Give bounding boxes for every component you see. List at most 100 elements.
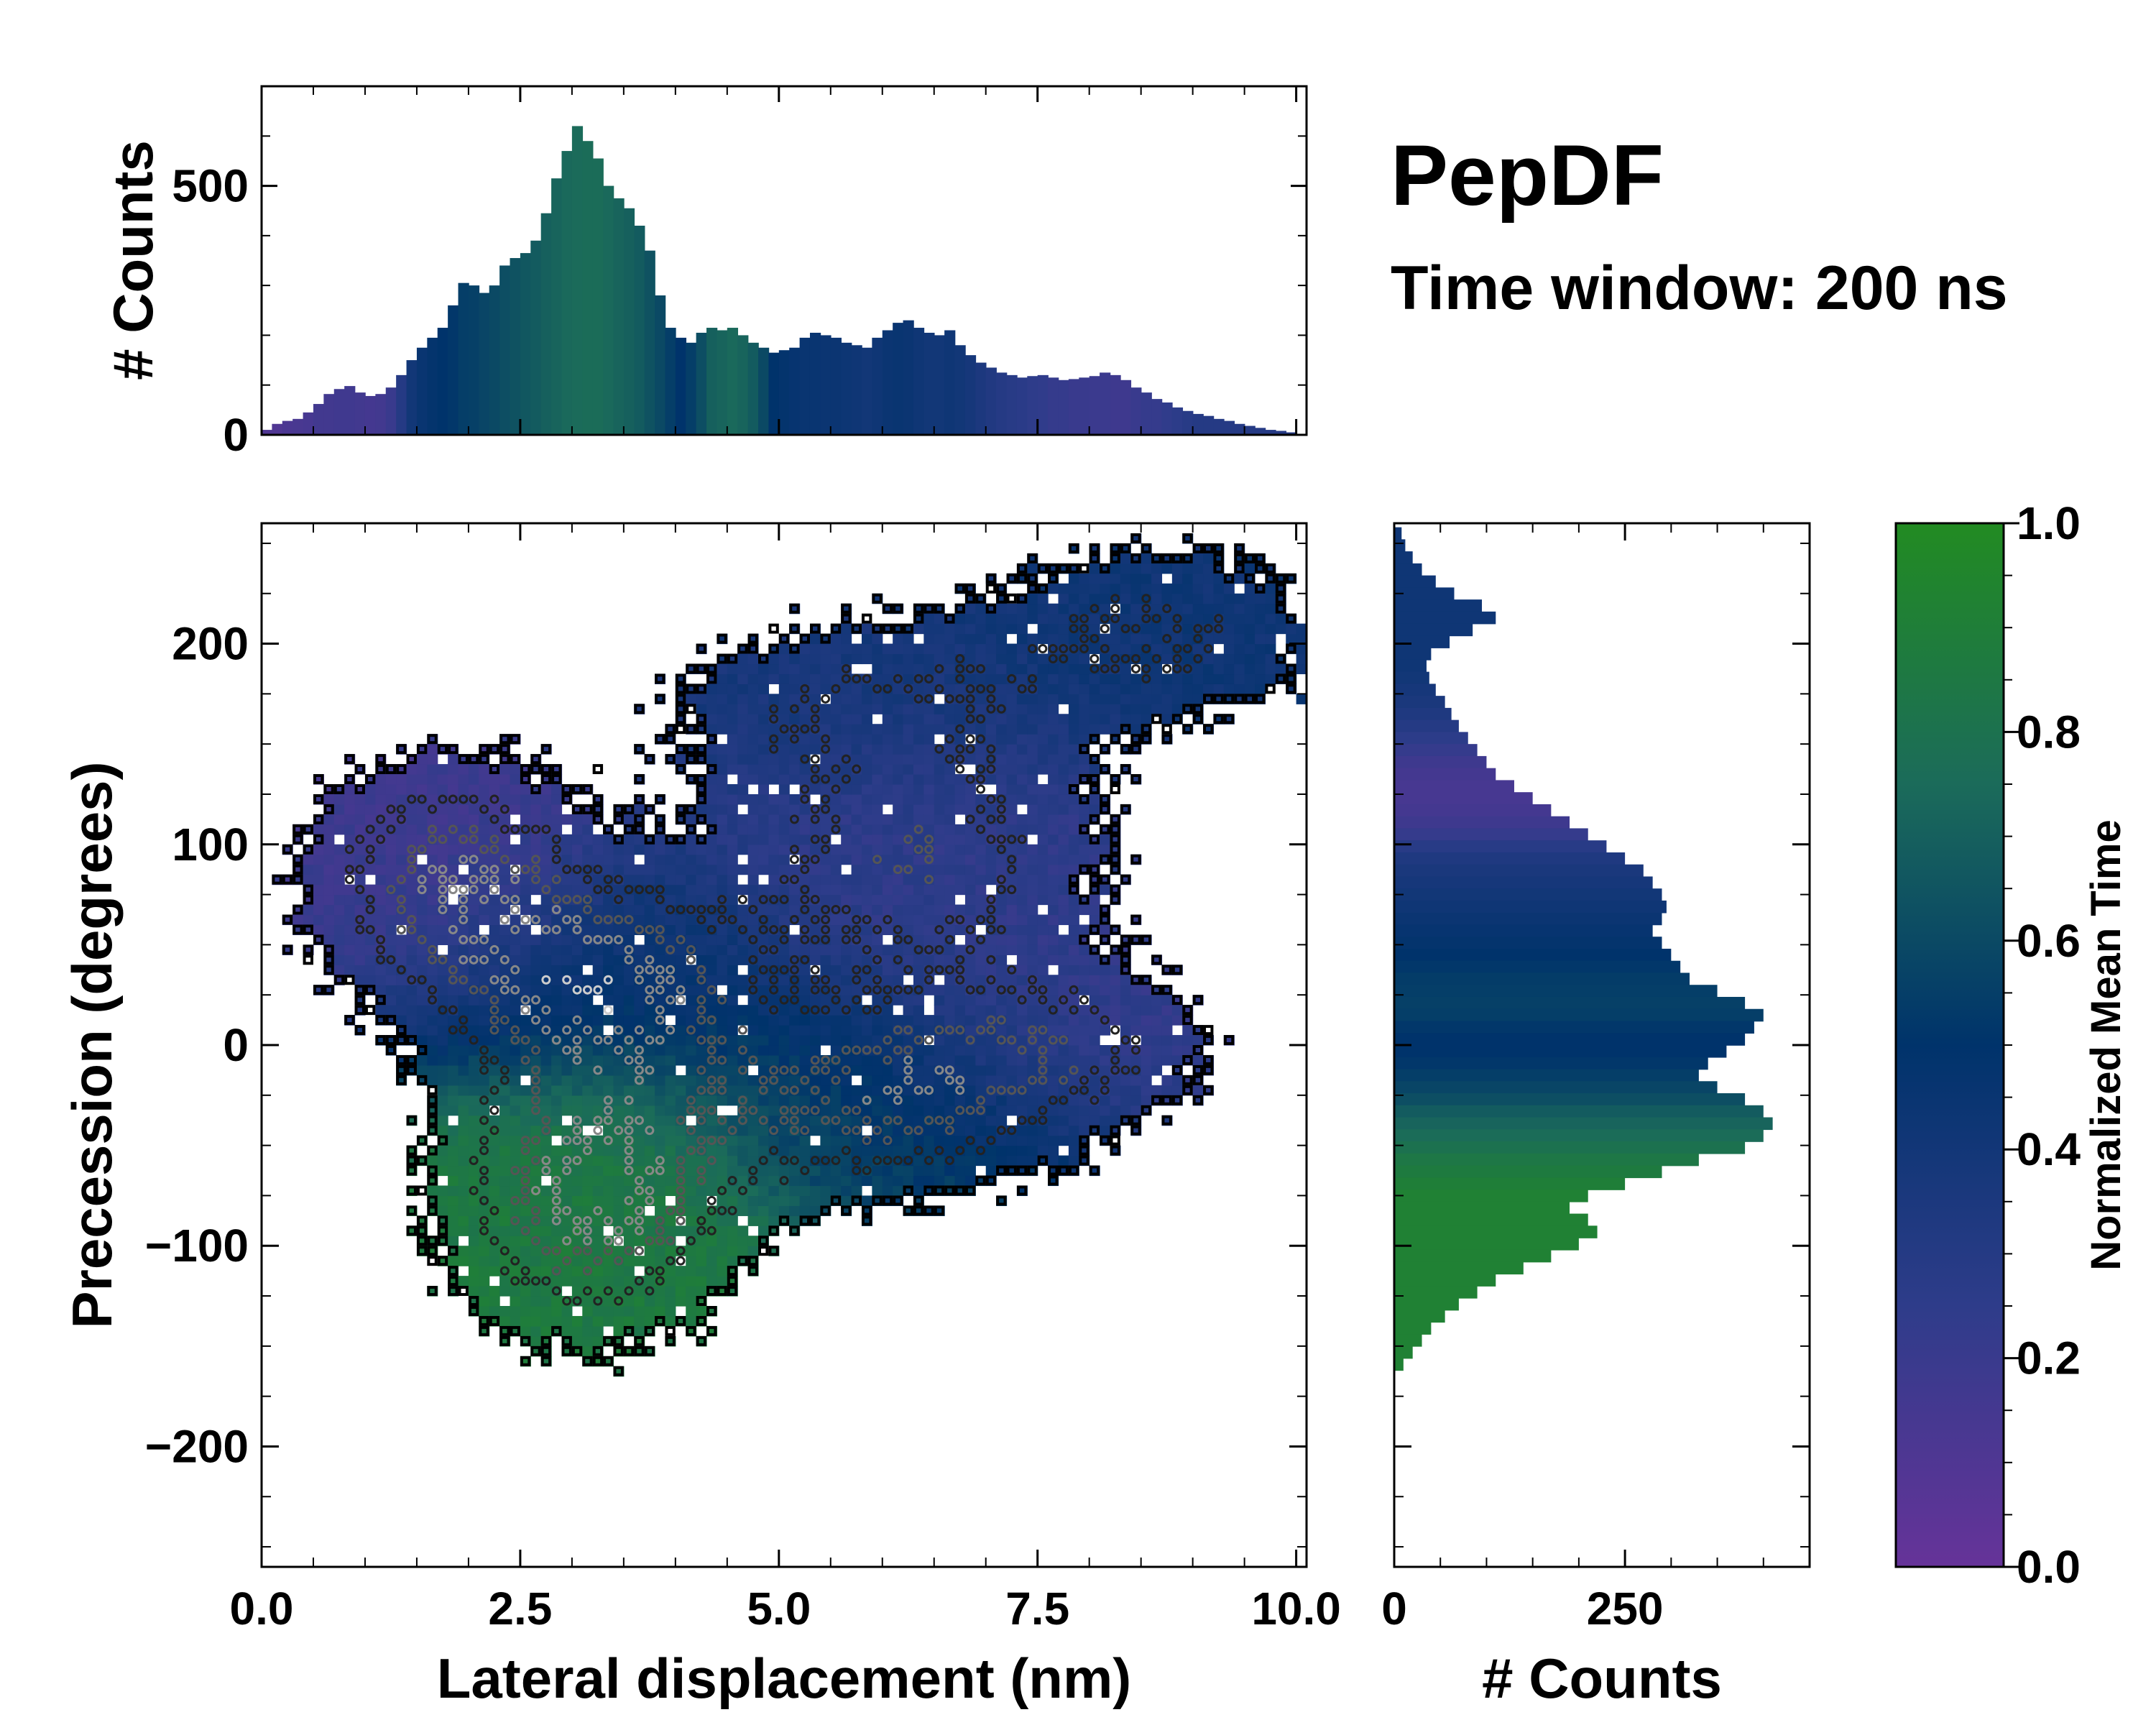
heatmap-cell	[975, 995, 987, 1006]
heatmap-cell	[344, 784, 356, 795]
heatmap-cell	[479, 1236, 490, 1246]
heatmap-cell	[551, 1095, 563, 1106]
heatmap-cell	[872, 1064, 883, 1076]
density-contour-point	[1007, 1126, 1017, 1136]
heatmap-cell	[499, 1286, 511, 1297]
heatmap-cell	[416, 944, 428, 955]
heatmap-cell	[1151, 1085, 1163, 1096]
heatmap-cell	[1079, 1115, 1090, 1126]
heatmap-cell	[530, 1286, 542, 1297]
heatmap-cell	[1089, 1054, 1100, 1066]
heatmap-cell	[841, 1095, 852, 1106]
density-contour-point	[748, 1175, 758, 1185]
density-contour-point	[551, 1205, 561, 1215]
heatmap-cell	[1120, 593, 1131, 604]
heatmap-cell	[893, 794, 904, 805]
heatmap-cell	[964, 1155, 976, 1167]
heatmap-cell	[996, 724, 1008, 735]
heatmap-cell	[768, 1165, 780, 1177]
heatmap-cell	[634, 1256, 645, 1266]
heatmap-cell	[778, 694, 790, 704]
heatmap-cell	[1141, 1005, 1152, 1016]
heatmap-cell	[1089, 563, 1100, 574]
heatmap-cell	[1058, 684, 1069, 694]
heatmap-cell	[893, 1125, 904, 1136]
heatmap-cell	[623, 1225, 635, 1236]
heatmap-cell	[551, 804, 563, 815]
heatmap-cell	[768, 995, 780, 1006]
heatmap-cell	[385, 975, 397, 985]
heatmap-cell	[747, 924, 759, 936]
heatmap-cell	[944, 854, 956, 865]
density-contour-point	[593, 1116, 603, 1126]
heatmap-cell	[1079, 854, 1090, 865]
density-contour-point	[676, 1256, 686, 1266]
heatmap-cell	[603, 1045, 614, 1056]
heatmap-cell	[996, 744, 1008, 755]
heatmap-cell	[975, 694, 987, 704]
density-contour-point	[562, 1296, 572, 1306]
heatmap-cell	[975, 1015, 987, 1026]
heatmap-cell	[903, 794, 914, 805]
heatmap-cell	[809, 954, 821, 965]
heatmap-cell	[613, 1185, 625, 1197]
heatmap-cell	[406, 894, 418, 906]
heatmap-cell	[468, 1095, 479, 1106]
heatmap-cell	[882, 764, 893, 775]
heatmap-cell	[944, 1005, 956, 1016]
heatmap-cell	[479, 764, 490, 775]
heatmap-cell	[1037, 864, 1049, 875]
heatmap-cell	[861, 824, 872, 835]
heatmap-cell	[944, 804, 956, 815]
contour-segment	[623, 1346, 635, 1356]
heatmap-cell	[510, 1054, 521, 1066]
heatmap-cell	[996, 613, 1008, 625]
density-contour-point	[655, 1156, 665, 1166]
heatmap-cell	[458, 1064, 469, 1076]
heatmap-cell	[778, 1015, 790, 1026]
heatmap-cell	[1089, 804, 1100, 815]
top-histogram-bar	[323, 394, 335, 435]
heatmap-cell	[830, 944, 842, 955]
heatmap-cell	[344, 954, 356, 965]
heatmap-cell	[737, 734, 749, 745]
heatmap-cell	[758, 834, 770, 845]
heatmap-cell	[768, 854, 780, 865]
heatmap-cell	[1089, 613, 1100, 625]
heatmap-cell	[1182, 653, 1194, 665]
heatmap-cell	[1016, 965, 1028, 975]
heatmap-cell	[665, 1085, 676, 1096]
contour-segment	[427, 1256, 438, 1266]
heatmap-cell	[499, 1135, 511, 1146]
heatmap-cell	[1048, 954, 1059, 965]
heatmap-cell	[727, 965, 738, 975]
heatmap-cell	[582, 1064, 594, 1076]
density-contour-point	[872, 1156, 883, 1166]
heatmap-cell	[551, 1296, 563, 1307]
heatmap-cell	[499, 794, 511, 805]
heatmap-cell	[385, 774, 397, 785]
heatmap-cell	[934, 954, 945, 965]
heatmap-cell	[582, 1045, 594, 1056]
heatmap-cell	[499, 1256, 511, 1266]
density-contour-point	[717, 1205, 727, 1215]
heatmap-cell	[1037, 623, 1049, 635]
heatmap-cell	[561, 1246, 573, 1256]
heatmap-cell	[592, 1175, 604, 1187]
heatmap-cell	[934, 774, 945, 785]
heatmap-cell	[1037, 633, 1049, 645]
heatmap-cell	[1120, 704, 1131, 714]
top-histogram-frame	[260, 85, 1308, 436]
heatmap-cell	[1037, 944, 1049, 955]
heatmap-cell	[448, 804, 459, 815]
heatmap-cell	[923, 633, 935, 645]
heatmap-cell	[747, 884, 759, 896]
heatmap-cell	[582, 1005, 594, 1016]
heatmap-cell	[778, 1125, 790, 1136]
heatmap-cell	[1048, 995, 1059, 1006]
heatmap-cell	[1110, 1105, 1121, 1116]
heatmap-cell	[1048, 714, 1059, 724]
heatmap-cell	[737, 1225, 749, 1236]
heatmap-cell	[964, 954, 976, 965]
heatmap-cell	[975, 623, 987, 635]
